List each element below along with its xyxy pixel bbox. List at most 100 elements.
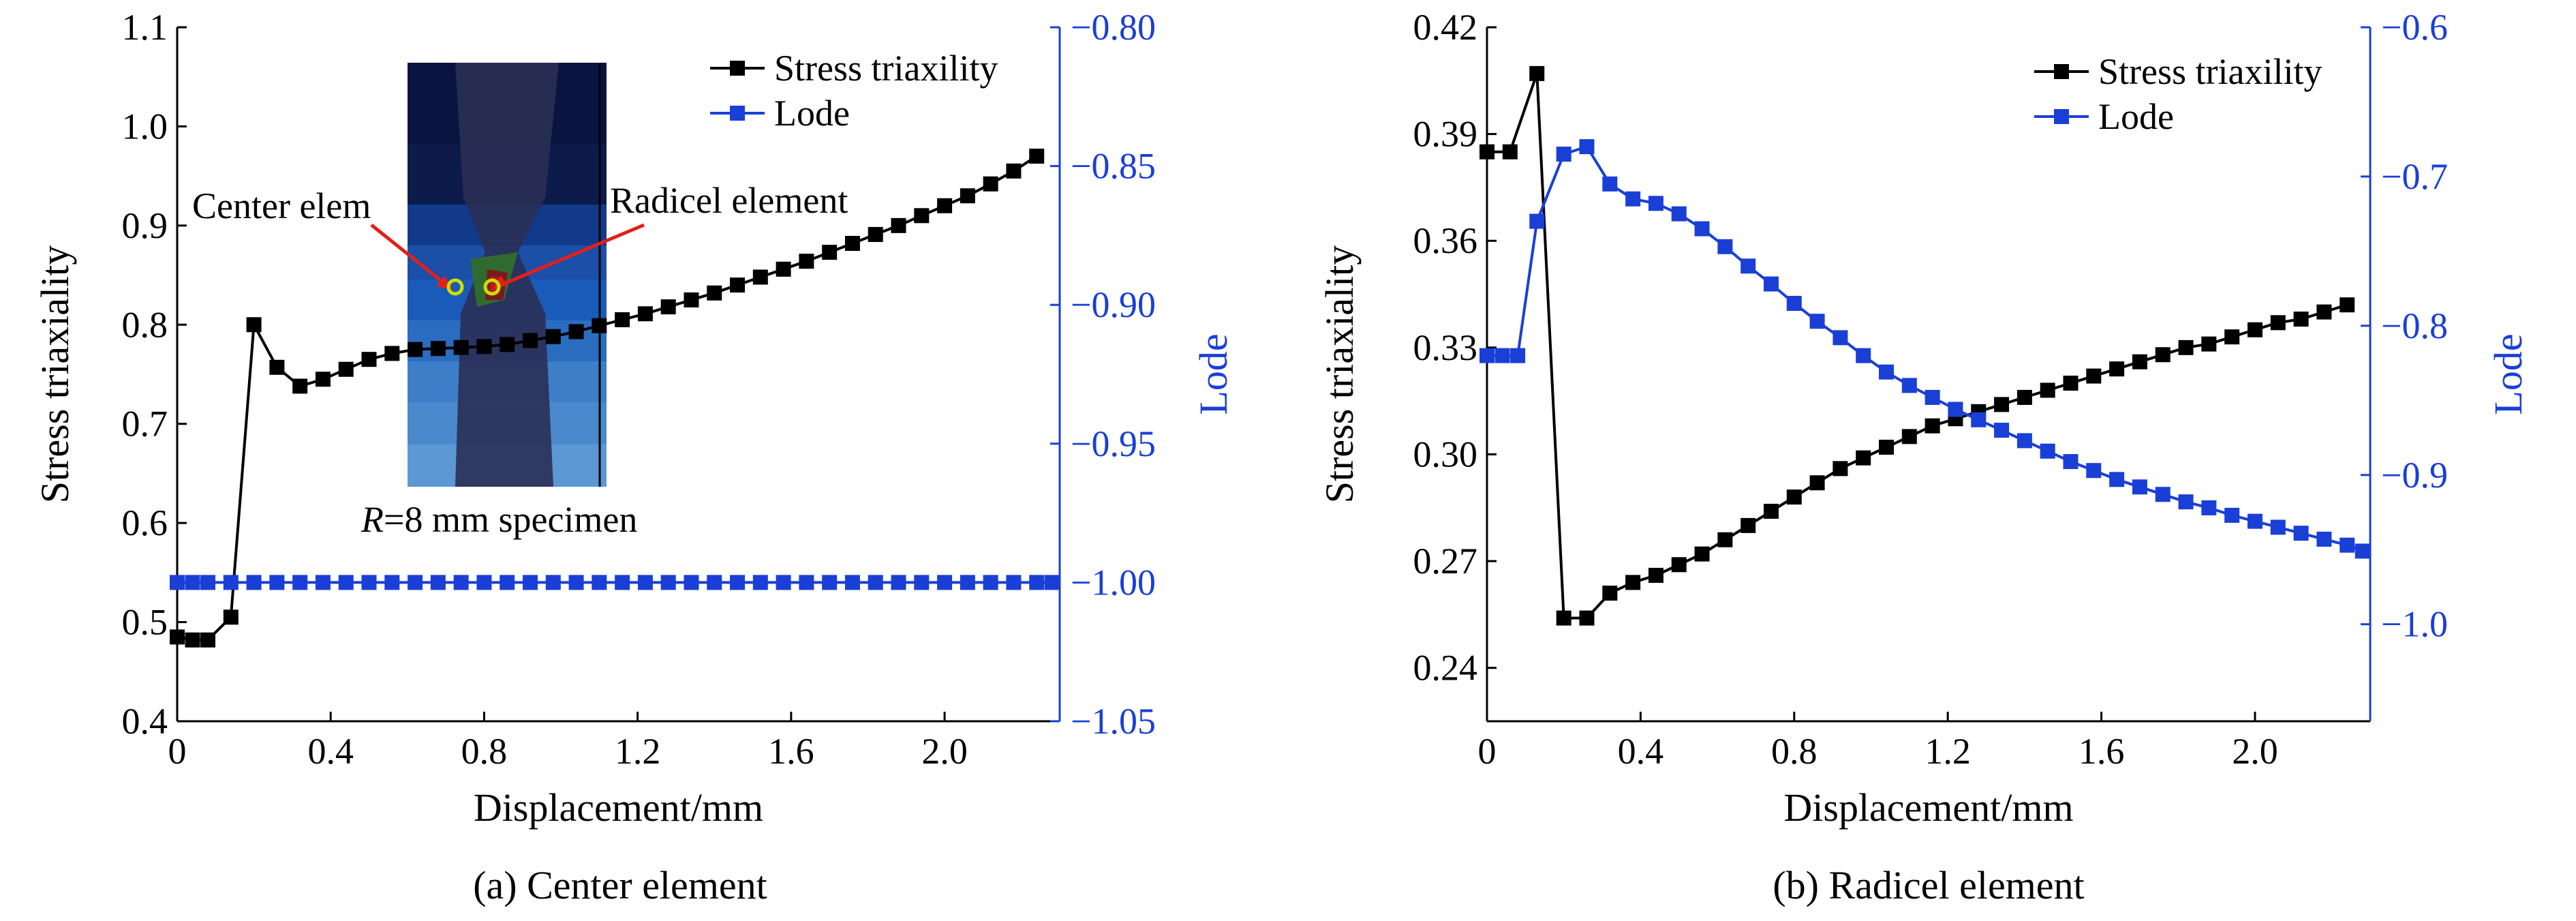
b-y-axis-title: Stress triaxiality [1317, 245, 1362, 504]
a-point-lode [752, 575, 768, 590]
a-point-lode [408, 575, 423, 590]
center-element-marker-icon [446, 278, 464, 296]
a-point-lode [937, 575, 953, 590]
b-point-lode [2178, 494, 2194, 510]
a-point-triaxiality [983, 176, 998, 192]
a-point-lode [1029, 575, 1045, 590]
panel-b-chart: 0 0.4 0.8 1.2 1.6 2.0 0.24 0.27 0.30 0.33 0.36 0.39… [1317, 7, 2530, 907]
a-point-lode [500, 575, 515, 590]
a-point-triaxiality [408, 342, 423, 357]
a-x-tick-label: 1.6 [768, 731, 814, 772]
b-point-lode [1833, 330, 1848, 346]
a-y-tick-label: 0.7 [122, 404, 168, 444]
a-point-lode [200, 575, 216, 590]
a-point-triaxiality [844, 236, 860, 252]
b-legend-label: Lode [2098, 96, 2174, 137]
b-point-lode [1901, 378, 1917, 393]
b-point-triaxiality [1502, 144, 1518, 160]
b-point-lode [1948, 402, 1963, 417]
a-x-tick-label: 0 [168, 731, 187, 772]
b-point-lode [2247, 513, 2263, 529]
b-series-line-lode [1487, 145, 2363, 553]
b-point-triaxiality [1925, 418, 1940, 434]
panel-b-caption: (b) Radicel element [1773, 863, 2084, 907]
a-legend-label: Lode [774, 93, 850, 134]
b-point-lode [2355, 543, 2370, 559]
panel-a-caption: (a) Center element [473, 863, 767, 907]
a-point-lode [1006, 575, 1022, 590]
a-point-lode [822, 575, 838, 590]
b-point-lode [1671, 206, 1687, 222]
a-point-lode [891, 575, 906, 590]
b-point-triaxiality [2109, 361, 2125, 377]
a-point-lode [684, 575, 699, 590]
a-point-triaxiality [914, 208, 930, 224]
b-point-triaxiality [1741, 517, 1756, 533]
panel-a-chart: 0 0.4 0.8 1.2 1.6 2.00.40.50.60.70.80.91.01.1… [33, 7, 1236, 907]
b-point-lode [2155, 487, 2171, 502]
a-point-lode [453, 575, 469, 590]
a-point-triaxiality [1029, 149, 1045, 164]
a-point-lode [707, 575, 722, 590]
b-point-triaxiality [1602, 586, 1618, 601]
b-point-lode [1648, 196, 1663, 211]
radicel-element-label-text: Radicel element [610, 180, 848, 221]
a-point-lode [545, 575, 561, 590]
a-point-triaxiality [430, 341, 446, 357]
a-point-triaxiality [592, 318, 607, 333]
a-legend-marker-icon [730, 61, 745, 76]
b-point-lode [1741, 258, 1756, 274]
b-point-lode [1971, 412, 1987, 427]
b-y-tick-label: 0.24 [1413, 648, 1478, 689]
a-point-lode [592, 575, 607, 590]
a-y-tick-label: 0.9 [122, 205, 168, 246]
b-point-triaxiality [2132, 354, 2147, 369]
panel-a-series [170, 149, 1060, 648]
b-point-lode [1625, 191, 1641, 207]
b-y-tick-label: 0.42 [1413, 7, 1478, 48]
a-point-triaxiality [315, 372, 331, 387]
a-point-triaxiality [960, 188, 975, 204]
b-point-lode [2109, 472, 2125, 487]
a-point-lode [914, 575, 930, 590]
b-point-triaxiality [2178, 339, 2194, 355]
a-y2-tick-label: −0.80 [1071, 7, 1156, 48]
a-y-tick-label: 1.1 [122, 7, 168, 48]
radicel-arrowhead-icon [492, 275, 508, 290]
center-element-arrow [370, 224, 448, 286]
a-point-lode [476, 575, 492, 590]
a-y2-tick-label: −1.05 [1071, 701, 1156, 742]
b-point-triaxiality [1994, 397, 2010, 412]
a-point-lode [315, 575, 331, 590]
a-point-lode [269, 575, 285, 590]
b-point-triaxiality [2270, 315, 2286, 331]
b-point-lode [2132, 479, 2147, 495]
b-point-lode [1786, 296, 1802, 312]
b-x-tick-label: 0.8 [1771, 731, 1818, 772]
a-point-lode [615, 575, 630, 590]
a-point-triaxiality [730, 277, 746, 293]
a-point-lode [844, 575, 860, 590]
b-point-lode [2086, 463, 2102, 479]
b-point-triaxiality [1648, 567, 1663, 583]
b-y-tick-label: 0.36 [1413, 220, 1478, 261]
b-x-tick-label: 0.4 [1618, 731, 1664, 772]
a-y-tick-label: 0.8 [122, 304, 168, 345]
radicel-element-marker-icon [483, 278, 501, 296]
radicel-element-label: Radicel element [610, 180, 848, 221]
a-point-lode [637, 575, 653, 590]
b-point-triaxiality [1856, 450, 1871, 466]
a-point-triaxiality [868, 226, 883, 242]
b-point-triaxiality [1556, 610, 1571, 626]
b-y2-tick-label: −0.6 [2381, 7, 2448, 48]
b-y2-tick-label: −1.0 [2381, 604, 2448, 645]
a-point-lode [430, 575, 446, 590]
panel-b-ticks: 0 0.4 0.8 1.2 1.6 2.0 0.24 0.27 0.30 0.33 0.36 0.39… [1317, 7, 2530, 830]
b-point-triaxiality [2017, 389, 2032, 405]
b-point-lode [2201, 500, 2217, 515]
b-point-lode [1809, 314, 1825, 329]
b-point-lode [1579, 139, 1595, 155]
a-y-tick-label: 0.5 [122, 602, 168, 643]
